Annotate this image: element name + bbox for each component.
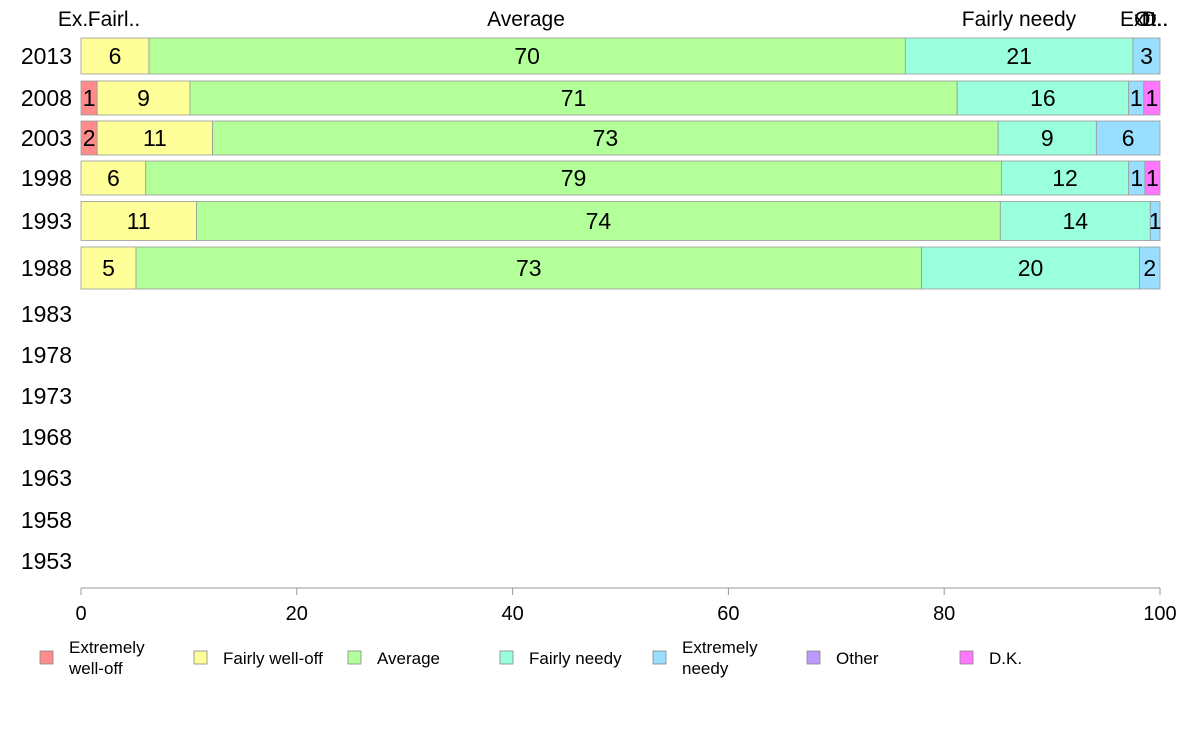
bar-segment-1988-4 [1139, 246, 1161, 290]
year-label-1983: 1983 [21, 301, 72, 327]
segment-header-1: Fairl.. [88, 8, 141, 31]
bar-value-label-2003-0: 2 [83, 125, 96, 151]
year-label-1988: 1988 [21, 255, 72, 281]
bar-segment-1998-1 [80, 160, 147, 196]
bar-segment-1998-3 [1000, 160, 1130, 196]
legend-label-0-0: Extremely [69, 638, 145, 657]
bar-value-label-1988-1: 5 [102, 255, 115, 281]
bar-value-label-2013-4: 3 [1140, 43, 1153, 69]
bar-segment-2008-1 [96, 80, 191, 116]
legend-swatch-3 [499, 650, 514, 665]
bar-value-label-1988-4: 2 [1143, 255, 1156, 281]
legend-swatch-0 [39, 650, 54, 665]
legend-label-4-1: needy [682, 659, 729, 678]
bar-value-label-1993-4: 1 [1149, 208, 1162, 234]
segment-header-0: Ex.. [58, 8, 94, 31]
legend-label-6: D.K. [989, 649, 1022, 668]
x-tick-label-0: 0 [75, 603, 86, 625]
bar-segment-1998-2 [145, 160, 1002, 196]
bar-segment-2013-2 [148, 37, 906, 75]
segment-header-3: Fairly needy [962, 8, 1077, 31]
bar-value-label-2008-3: 16 [1030, 85, 1056, 111]
legend-swatch-4 [652, 650, 667, 665]
bar-value-label-2003-2: 73 [593, 125, 619, 151]
segment-header-5: Ot.. [1134, 8, 1168, 31]
bar-value-label-2008-4: 1 [1130, 85, 1143, 111]
bar-value-label-2008-1: 9 [137, 85, 150, 111]
year-label-1993: 1993 [21, 208, 72, 234]
bar-segment-1988-3 [921, 246, 1140, 290]
bar-value-label-1988-3: 20 [1018, 255, 1044, 281]
bar-value-label-1993-1: 11 [127, 208, 151, 234]
bar-segment-1993-3 [999, 201, 1151, 241]
bar-segment-1993-4 [1149, 201, 1161, 241]
year-label-1958: 1958 [21, 507, 72, 533]
bar-segment-2013-4 [1132, 37, 1161, 75]
year-label-2013: 2013 [21, 43, 72, 69]
bar-segment-2013-3 [904, 37, 1134, 75]
bar-segment-1993-2 [196, 201, 1001, 241]
legend-label-1: Fairly well-off [223, 649, 323, 668]
bar-segment-1988-1 [80, 246, 137, 290]
legend-swatch-2 [347, 650, 362, 665]
bar-segment-1998-6 [1144, 160, 1161, 196]
legend-label-2: Average [377, 649, 440, 668]
bar-value-label-2003-4: 6 [1122, 125, 1135, 151]
bar-segment-2008-6 [1143, 80, 1161, 116]
bar-value-label-2003-3: 9 [1041, 125, 1054, 151]
bar-segment-1993-1 [80, 201, 197, 241]
year-label-1978: 1978 [21, 342, 72, 368]
bar-value-label-2003-1: 11 [143, 125, 167, 151]
bar-segment-2013-1 [80, 37, 150, 75]
bar-value-label-1998-3: 12 [1052, 165, 1078, 191]
year-label-2008: 2008 [21, 85, 72, 111]
legend-swatch-1 [193, 650, 208, 665]
bar-segment-2003-4 [1095, 120, 1161, 156]
bar-segment-2003-3 [997, 120, 1097, 156]
bar-value-label-2008-0: 1 [83, 85, 96, 111]
bar-value-label-1998-1: 6 [107, 165, 120, 191]
bar-value-label-2013-1: 6 [109, 43, 122, 69]
legend-label-0-1: well-off [68, 659, 123, 678]
bar-value-label-1998-2: 79 [561, 165, 587, 191]
legend-label-4-0: Extremely [682, 638, 758, 657]
year-label-2003: 2003 [21, 125, 72, 151]
segment-header-4: Ext.. [1120, 8, 1162, 31]
bar-value-label-2013-2: 70 [514, 43, 540, 69]
year-label-1968: 1968 [21, 424, 72, 450]
legend-label-5: Other [836, 649, 879, 668]
bar-value-label-1998-4: 1 [1130, 165, 1143, 191]
year-label-1963: 1963 [21, 465, 72, 491]
year-label-1998: 1998 [21, 165, 72, 191]
x-tick-label-100: 100 [1143, 603, 1176, 625]
legend-swatch-6 [959, 650, 974, 665]
legend-label-3: Fairly needy [529, 649, 622, 668]
x-tick-label-20: 20 [286, 603, 308, 625]
bar-segment-2003-2 [212, 120, 999, 156]
legend-swatch-5 [806, 650, 821, 665]
year-label-1973: 1973 [21, 383, 72, 409]
x-tick-label-60: 60 [717, 603, 739, 625]
bar-value-label-2008-6: 1 [1146, 85, 1159, 111]
bar-value-label-1998-6: 1 [1146, 165, 1159, 191]
bar-value-label-1993-3: 14 [1063, 208, 1089, 234]
bar-value-label-1993-2: 74 [586, 208, 612, 234]
bar-segment-1988-2 [135, 246, 922, 290]
x-tick-label-40: 40 [501, 603, 523, 625]
bar-value-label-2008-2: 71 [561, 85, 587, 111]
bar-segment-2008-2 [189, 80, 958, 116]
bar-value-label-1988-2: 73 [516, 255, 542, 281]
segment-header-6: D.. [1142, 8, 1169, 31]
x-tick-label-80: 80 [933, 603, 955, 625]
segment-header-2: Average [487, 8, 565, 31]
bar-value-label-2013-3: 21 [1006, 43, 1032, 69]
bar-segment-2008-3 [956, 80, 1130, 116]
year-label-1953: 1953 [21, 548, 72, 574]
